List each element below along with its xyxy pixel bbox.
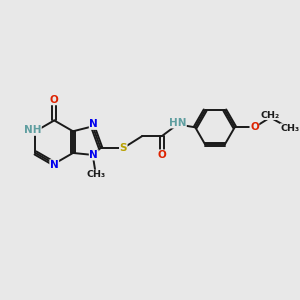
Text: CH₃: CH₃ — [280, 124, 299, 133]
Text: HN: HN — [169, 118, 186, 128]
Text: CH₃: CH₃ — [86, 170, 105, 179]
Text: O: O — [250, 122, 259, 132]
Text: CH₂: CH₂ — [261, 110, 280, 119]
Text: O: O — [50, 95, 58, 105]
Text: O: O — [158, 150, 166, 160]
Text: N: N — [89, 150, 98, 160]
Text: N: N — [89, 119, 98, 129]
Text: S: S — [119, 143, 127, 153]
Text: NH: NH — [24, 125, 41, 135]
Text: N: N — [50, 160, 58, 170]
